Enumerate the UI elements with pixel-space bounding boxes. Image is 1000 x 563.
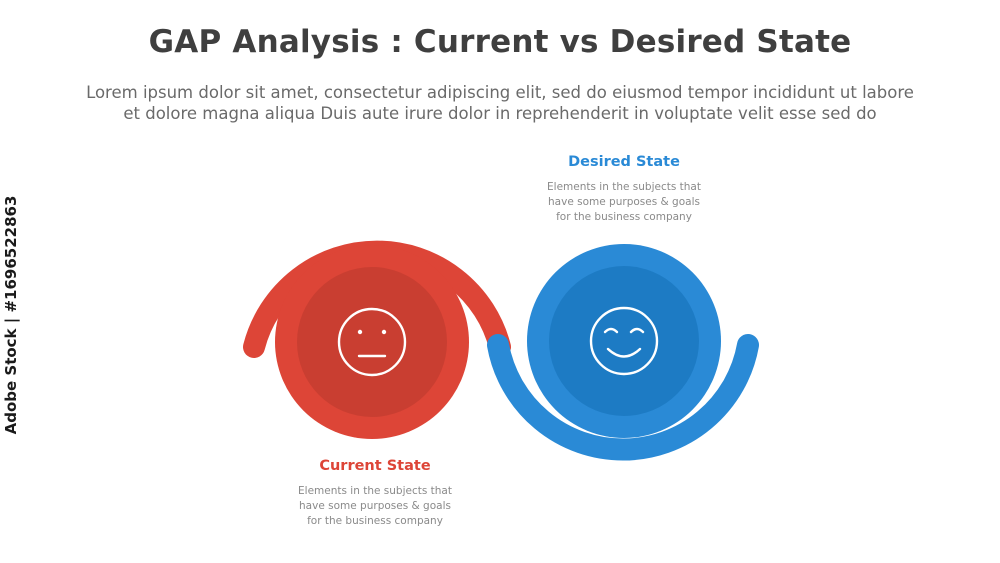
current-state-description: Elements in the subjects that have some … — [275, 484, 475, 529]
smile-face-icon — [589, 306, 659, 376]
desired-state-arc — [487, 334, 759, 461]
current-state-label: Current State — [319, 458, 431, 474]
subtitle-line-1: Lorem ipsum dolor sit amet, consectetur … — [86, 83, 914, 102]
desired-desc-line-3: for the business company — [556, 211, 692, 223]
page-title: GAP Analysis : Current vs Desired State — [148, 24, 852, 60]
current-desc-line-3: for the business company — [307, 515, 443, 527]
neutral-face-icon — [337, 307, 407, 377]
current-state-inner-circle — [297, 267, 447, 417]
subtitle-line-2: et dolore magna aliqua Duis aute irure d… — [123, 104, 877, 123]
desired-desc-line-2: have some purposes & goals — [548, 196, 700, 208]
current-desc-line-2: have some purposes & goals — [299, 500, 451, 512]
current-desc-line-1: Elements in the subjects that — [298, 485, 452, 497]
watermark-text: Adobe Stock | #1696522863 — [2, 195, 20, 435]
desired-state-description: Elements in the subjects that have some … — [524, 180, 724, 225]
page-subtitle: Lorem ipsum dolor sit amet, consectetur … — [40, 82, 960, 124]
desired-desc-line-1: Elements in the subjects that — [547, 181, 701, 193]
desired-state-label: Desired State — [568, 154, 680, 170]
desired-state-inner-circle — [549, 266, 699, 416]
